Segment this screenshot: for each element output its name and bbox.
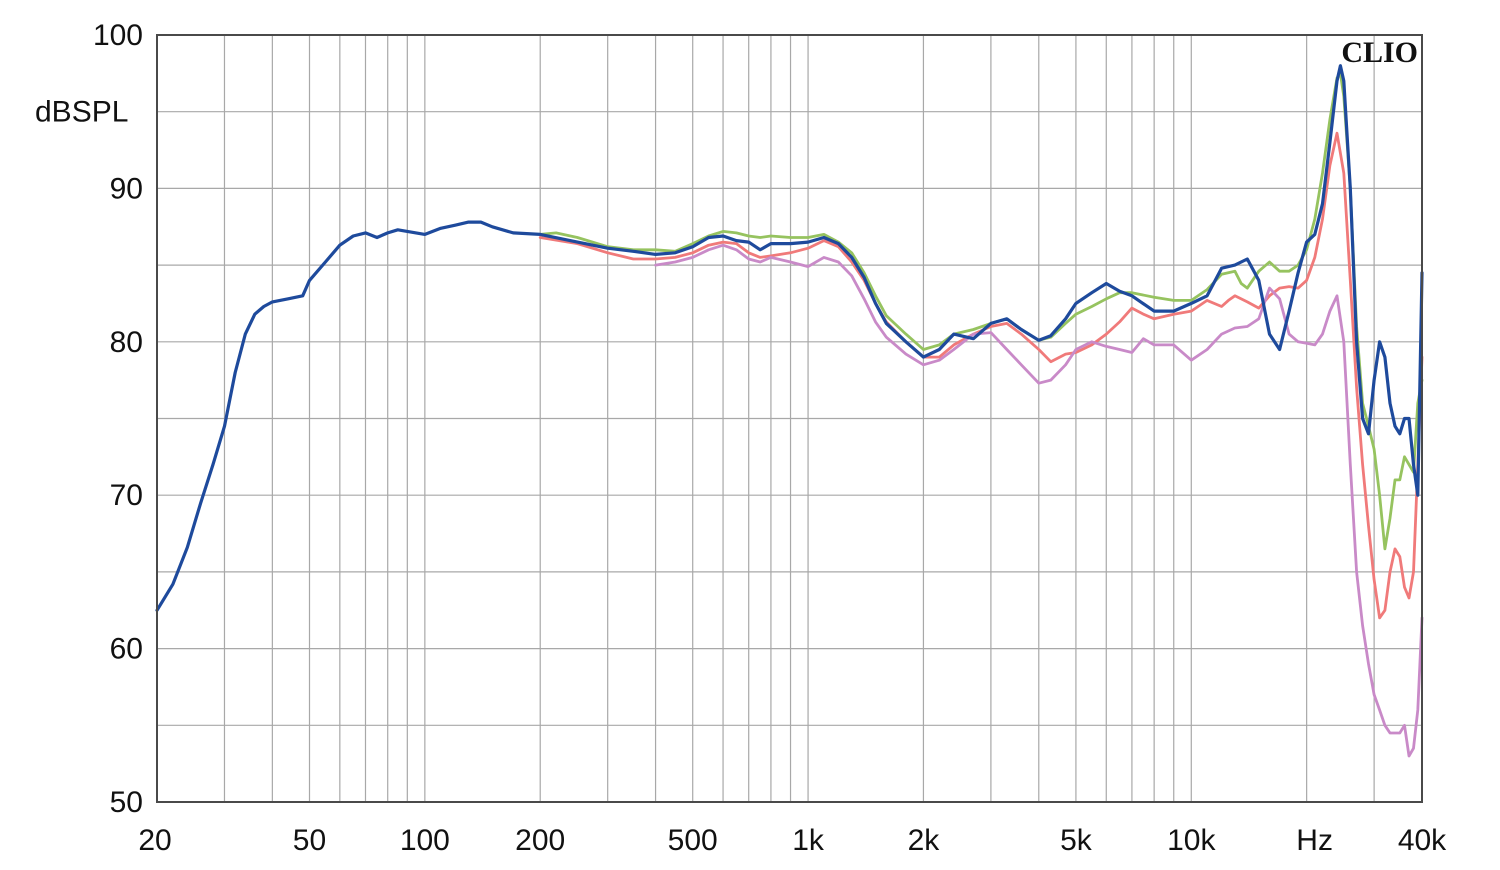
x-tick-label: 2k bbox=[908, 824, 941, 857]
y-tick-labels: 50 60 70 80 90 100 bbox=[93, 19, 143, 819]
x-tick-label: 500 bbox=[668, 824, 718, 857]
y-axis-label: dBSPL bbox=[35, 96, 128, 129]
plot-frame bbox=[156, 34, 1423, 803]
series-layer bbox=[155, 64, 1424, 758]
series-line-3 bbox=[654, 243, 1424, 758]
y-tick-label: 100 bbox=[93, 19, 143, 52]
series-line-4 bbox=[155, 64, 1424, 612]
x-tick-label: 100 bbox=[400, 824, 450, 857]
x-tick-label: 50 bbox=[293, 824, 326, 857]
y-tick-label: 70 bbox=[110, 479, 143, 512]
series-line-2 bbox=[538, 131, 1424, 620]
y-tick-label: 90 bbox=[110, 172, 143, 205]
y-tick-label: 80 bbox=[110, 326, 143, 359]
x-axis-unit-label: Hz bbox=[1296, 824, 1333, 857]
x-tick-label: 200 bbox=[515, 824, 565, 857]
clio-logo-text: CLIO bbox=[1341, 36, 1418, 69]
x-tick-label: 5k bbox=[1060, 824, 1093, 857]
x-tick-label: 40k bbox=[1398, 824, 1447, 857]
x-tick-label: 10k bbox=[1167, 824, 1216, 857]
y-tick-label: 60 bbox=[110, 633, 143, 666]
grid-lines bbox=[157, 35, 1422, 802]
y-tick-label: 50 bbox=[110, 786, 143, 819]
x-tick-label: 1k bbox=[792, 824, 825, 857]
x-tick-label: 20 bbox=[138, 824, 171, 857]
x-tick-labels: 20 50 100 200 500 1k 2k 5k 10k 40k bbox=[138, 824, 1447, 857]
